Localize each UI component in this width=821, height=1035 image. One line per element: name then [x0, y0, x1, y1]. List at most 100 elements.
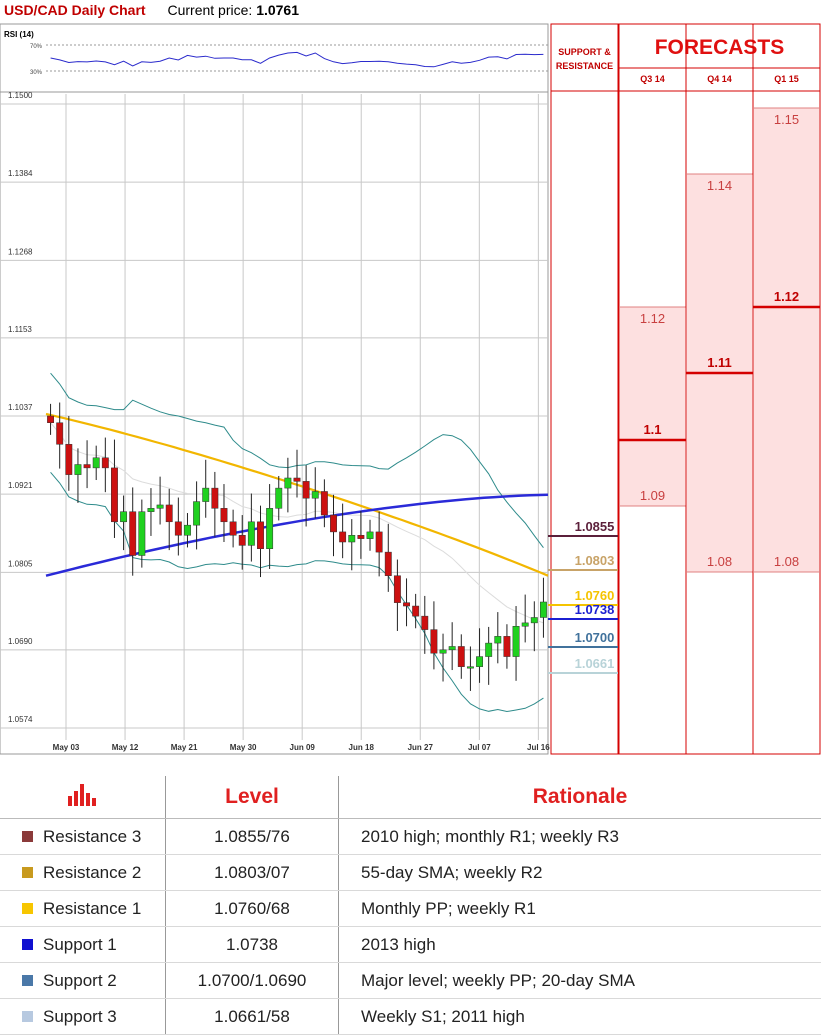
level-name-cell: Resistance 3 [0, 818, 166, 855]
current-price-label: Current price: [167, 2, 253, 18]
candle-body [330, 514, 337, 533]
candle-body [375, 531, 383, 553]
current-price-value: 1.0761 [256, 2, 300, 18]
candle-body [202, 487, 210, 502]
candle-body [366, 531, 374, 539]
candle-body [339, 531, 347, 543]
forecast-high-label: 1.14 [707, 178, 732, 193]
level-name: Resistance 2 [43, 862, 142, 882]
candle-body [266, 508, 274, 550]
forecast-quarter-label: Q4 14 [707, 74, 732, 84]
candle-body [412, 605, 420, 617]
candle-body [165, 504, 173, 523]
level-value: 1.0803/07 [165, 854, 339, 891]
sr-level-label: 1.0855 [575, 519, 615, 534]
level-swatch [22, 1010, 33, 1022]
candle-body [284, 477, 292, 489]
level-rationale: 2013 high [338, 926, 821, 963]
table-row: Support 1 1.0738 2013 high [0, 926, 821, 963]
level-rationale: Weekly S1; 2011 high [338, 998, 821, 1035]
candle-body [92, 457, 100, 469]
candle-body [83, 464, 91, 469]
candle-body [521, 622, 529, 627]
forecast-mid-label: 1.12 [774, 289, 799, 304]
level-swatch [22, 974, 33, 986]
x-tick-label: May 12 [112, 743, 139, 752]
rsi-line [50, 51, 544, 68]
level-name-cell: Support 1 [0, 926, 166, 963]
candle-body [485, 642, 493, 657]
y-tick-label: 1.1500 [8, 91, 33, 100]
table-row: Resistance 2 1.0803/07 55-day SMA; weekly … [0, 854, 821, 891]
level-value: 1.0738 [165, 926, 339, 963]
y-tick-label: 1.0690 [8, 637, 33, 646]
rsi-70-label: 70% [30, 44, 43, 50]
forecast-low-label: 1.09 [640, 488, 665, 503]
table-row: Resistance 1 1.0760/68 Monthly PP; weekly … [0, 890, 821, 927]
header-level: Level [165, 776, 339, 819]
candle-body [56, 422, 64, 445]
forecast-quarter-label: Q1 15 [774, 74, 799, 84]
candle-body [184, 524, 191, 536]
level-swatch [22, 938, 33, 950]
candle-body [302, 481, 310, 499]
level-rationale: Monthly PP; weekly R1 [338, 890, 821, 927]
x-tick-label: May 21 [171, 743, 198, 752]
candle-body [174, 521, 182, 536]
candle-body [384, 551, 392, 576]
candle-body [311, 491, 319, 499]
candle-body [193, 501, 201, 526]
chart-title: USD/CAD Daily Chart [4, 2, 146, 18]
candle-body [494, 636, 502, 644]
forecast-quarter-label: Q3 14 [640, 74, 665, 84]
x-tick-label: Jul 07 [468, 743, 491, 752]
candle-body [539, 601, 547, 618]
sr-level-label: 1.0803 [575, 553, 615, 568]
x-tick-label: Jul 16 [527, 743, 550, 752]
candle-body [476, 656, 483, 667]
candle-body [138, 511, 146, 556]
candle-body [238, 535, 246, 546]
level-name: Resistance 3 [43, 826, 142, 846]
levels-table-body: Resistance 3 1.0855/76 2010 high; monthly … [0, 818, 821, 1035]
x-tick-label: Jun 18 [349, 743, 375, 752]
forecast-low-label: 1.08 [774, 554, 799, 569]
forecast-column [752, 23, 821, 755]
candle-body [348, 535, 356, 543]
candle-body [275, 487, 283, 509]
sr-header-line1: SUPPORT & [558, 47, 611, 57]
level-name: Support 1 [43, 934, 117, 954]
level-name: Support 2 [43, 970, 117, 990]
level-swatch [22, 902, 33, 914]
candle-body [439, 649, 447, 654]
candle-body [403, 602, 410, 607]
y-tick-label: 1.1037 [8, 403, 33, 412]
chart-panel: USD/CAD Daily Chart Current price: 1.076… [0, 2, 821, 755]
y-tick-label: 1.1268 [8, 247, 33, 256]
price-panel [0, 91, 549, 755]
candle-body [247, 521, 255, 546]
candle-body [466, 666, 474, 669]
candle-body [74, 464, 82, 475]
bar-chart-icon [0, 776, 166, 819]
sr-column [550, 23, 619, 755]
level-name: Resistance 1 [43, 898, 142, 918]
x-tick-label: Jun 09 [290, 743, 316, 752]
level-name-cell: Support 3 [0, 998, 166, 1035]
level-name-cell: Resistance 2 [0, 854, 166, 891]
forecasts-title: FORECASTS [655, 36, 785, 59]
level-name-cell: Resistance 1 [0, 890, 166, 927]
candle-body [530, 617, 538, 624]
y-tick-label: 1.0574 [8, 715, 33, 724]
levels-table: Level Rationale Resistance 3 1.0855/76 201… [0, 776, 821, 1035]
candle-body [129, 511, 137, 556]
candle-body [357, 535, 365, 539]
candle-body [430, 629, 438, 654]
forecast-high-label: 1.12 [640, 311, 665, 326]
candle-body [220, 508, 228, 523]
x-tick-label: Jun 27 [408, 743, 434, 752]
candle-body [503, 636, 511, 657]
candle-body [512, 625, 520, 657]
candle-body [257, 521, 264, 550]
candle-body [120, 511, 128, 523]
